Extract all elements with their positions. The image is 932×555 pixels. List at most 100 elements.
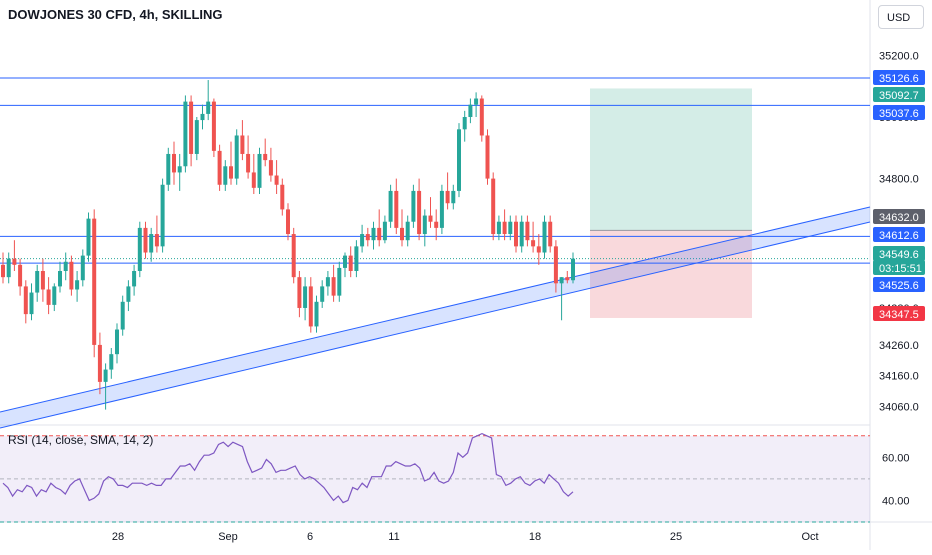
price-tag[interactable] [873,246,925,261]
candle-body[interactable] [400,227,404,241]
currency-button[interactable]: USD [878,5,924,29]
candle-body[interactable] [496,221,501,235]
candle-body[interactable] [320,286,325,302]
candle-body[interactable] [103,369,108,382]
candle-body[interactable] [417,190,422,235]
candle-body[interactable] [52,286,57,305]
trend-channel-fill[interactable] [0,207,870,428]
candle-body[interactable] [280,184,285,210]
candle-body[interactable] [166,153,171,185]
candle-body[interactable] [553,246,558,284]
candle-body[interactable] [23,286,28,315]
candle-body[interactable] [565,277,570,281]
candle-body[interactable] [514,221,518,247]
candle-body[interactable] [97,344,102,382]
candle-body[interactable] [331,277,336,296]
candle-body[interactable] [246,153,251,173]
candle-body[interactable] [365,234,370,241]
candle-body[interactable] [536,246,541,253]
candle-body[interactable] [126,286,131,302]
candle-body[interactable] [177,166,182,173]
candle-body[interactable] [75,280,80,290]
candle-body[interactable] [559,277,564,284]
candle-body[interactable] [6,258,11,278]
trend-channel-upper[interactable] [0,206,871,413]
price-tag[interactable] [873,277,925,292]
candle-body[interactable] [251,172,256,188]
candle-body[interactable] [172,153,176,173]
candle-body[interactable] [377,227,382,241]
candle-body[interactable] [382,221,387,241]
price-tag[interactable] [873,227,925,242]
candle-body[interactable] [69,261,74,290]
candle-body[interactable] [354,246,359,271]
candle-body[interactable] [40,271,45,290]
candle-body[interactable] [132,271,137,287]
candle-body[interactable] [291,234,296,278]
candle-body[interactable] [183,101,188,167]
candle-body[interactable] [297,277,302,308]
price-tag[interactable] [873,70,925,85]
candle-body[interactable] [360,234,365,247]
candle-body[interactable] [263,153,268,161]
candle-body[interactable] [200,113,205,121]
candle-body[interactable] [303,286,308,308]
candle-body[interactable] [371,227,376,241]
candle-body[interactable] [525,221,530,241]
candle-body[interactable] [160,184,165,247]
price-tag[interactable] [873,87,925,102]
candle-body[interactable] [189,101,194,154]
rsi-line[interactable] [2,432,574,504]
candle-body[interactable] [428,215,433,222]
candle-body[interactable] [314,301,319,327]
candle-body[interactable] [337,267,342,296]
candle-body[interactable] [508,221,513,235]
candle-body[interactable] [86,218,91,256]
candle-body[interactable] [80,255,85,281]
price-tag[interactable] [873,105,925,120]
trend-channel-lower[interactable] [0,221,871,429]
candle-body[interactable] [35,271,40,293]
candle-body[interactable] [439,190,444,228]
candle-body[interactable] [92,218,97,345]
candle-body[interactable] [474,98,479,105]
candle-body[interactable] [18,264,23,287]
candle-body[interactable] [149,234,154,253]
candle-body[interactable] [445,190,450,204]
candle-body[interactable] [240,135,245,154]
candle-body[interactable] [120,301,125,330]
candle-body[interactable] [479,98,484,136]
stop-zone[interactable] [590,230,752,318]
candle-body[interactable] [58,271,62,287]
candle-body[interactable] [257,153,262,188]
candle-body[interactable] [531,240,536,247]
candle-body[interactable] [154,234,159,247]
candle-body[interactable] [206,101,211,114]
candle-body[interactable] [411,190,416,222]
candle-body[interactable] [274,175,279,185]
candle-body[interactable] [308,286,313,327]
candle-body[interactable] [1,264,5,278]
candle-body[interactable] [468,104,473,117]
candle-body[interactable] [223,166,228,185]
candle-body[interactable] [548,221,553,247]
candle-body[interactable] [434,221,439,228]
candle-body[interactable] [325,277,330,287]
candle-body[interactable] [29,292,34,315]
candle-body[interactable] [143,227,148,253]
candle-body[interactable] [462,117,467,130]
candle-body[interactable] [348,255,353,271]
price-tag[interactable] [873,209,925,224]
candle-body[interactable] [388,190,393,222]
candle-body[interactable] [217,150,222,185]
candle-body[interactable] [234,135,239,179]
candle-body[interactable] [571,258,575,281]
candle-body[interactable] [63,261,68,271]
candle-body[interactable] [485,135,490,179]
price-tag[interactable] [873,306,925,321]
candle-body[interactable] [542,221,547,253]
candle-body[interactable] [268,160,273,176]
candle-body[interactable] [46,289,51,305]
